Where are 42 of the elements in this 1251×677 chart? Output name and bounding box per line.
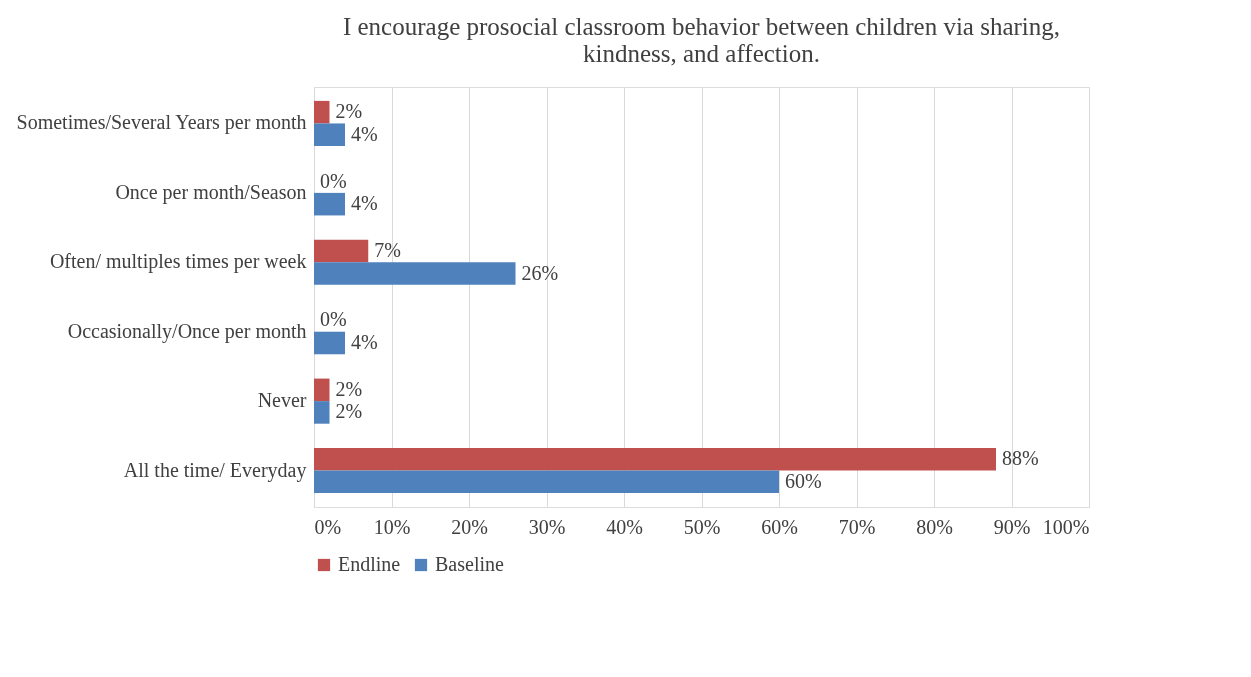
bar [314, 470, 779, 494]
data-label: 0% [320, 169, 347, 192]
x-tick-label: 70% [838, 515, 876, 538]
y-tick-label: Sometimes/Several Years per month [16, 111, 307, 135]
y-tick-label: Never [257, 389, 307, 412]
legend-label: Endline [338, 553, 401, 575]
data-label: 4% [351, 122, 378, 145]
data-label: 2% [335, 100, 363, 123]
data-label: 88% [1002, 447, 1039, 470]
x-tick-label: 90% [993, 515, 1031, 538]
chart-title: I encourage prosocial classroom behavior between children via sharing, kindness, and affection. [342, 13, 1061, 67]
data-label: 0% [320, 308, 347, 331]
x-tick-label: 30% [528, 515, 566, 538]
legend-label: Baseline [435, 553, 504, 575]
y-tick-label: All the time/ Everyday [123, 458, 307, 482]
x-tick-label: 100% [1042, 515, 1090, 538]
y-tick-label: Often/ multiples times per week [49, 250, 307, 274]
data-label: 4% [351, 330, 378, 353]
bar [314, 239, 369, 263]
x-tick-label: 20% [451, 515, 488, 538]
x-tick-label: 40% [606, 515, 643, 538]
x-tick-label: 10% [373, 515, 411, 538]
bar [314, 100, 330, 124]
x-tick-label: 50% [683, 515, 721, 538]
bar [314, 378, 330, 402]
data-label: 2% [335, 400, 363, 423]
data-label: 2% [335, 377, 363, 400]
data-label: 60% [785, 469, 822, 492]
x-tick-label: 0% [314, 515, 342, 538]
bar [314, 123, 345, 147]
y-tick-label: Once per month/Season [115, 180, 307, 204]
bar [314, 262, 516, 285]
x-tick-label: 80% [916, 515, 953, 538]
data-label: 7% [374, 239, 401, 262]
bar [314, 331, 345, 355]
bar [314, 401, 330, 424]
data-label: 26% [521, 261, 559, 284]
data-label: 4% [351, 192, 378, 215]
bar [314, 192, 345, 216]
bar [314, 447, 996, 471]
x-tick-label: 60% [761, 515, 798, 538]
y-tick-label: Occasionally/Once per month [67, 319, 307, 343]
